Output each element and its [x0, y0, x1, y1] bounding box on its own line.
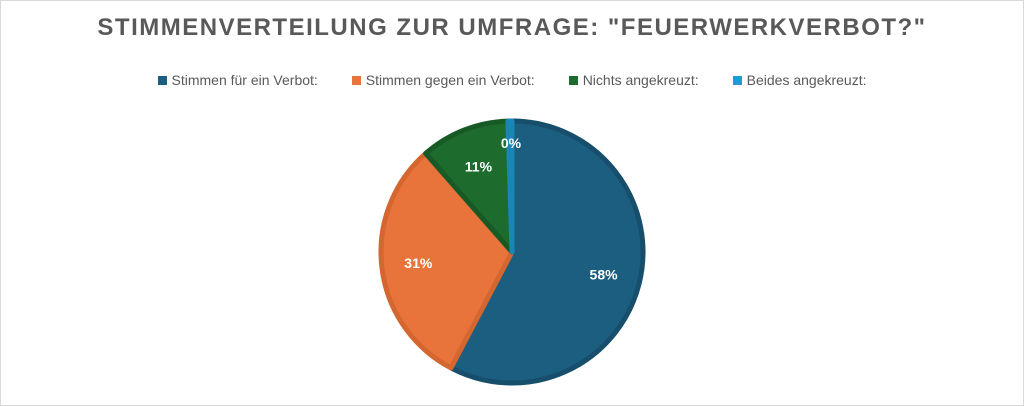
slice-nothing-checked: [423, 118, 515, 255]
legend: Stimmen für ein Verbot: Stimmen gegen ei…: [0, 72, 1024, 88]
legend-label: Stimmen für ein Verbot:: [171, 72, 318, 88]
data-label: 0%: [501, 135, 522, 151]
legend-label: Stimmen gegen ein Verbot:: [365, 72, 535, 88]
chart-title: STIMMENVERTEILUNG ZUR UMFRAGE: "FEUERWER…: [97, 14, 927, 41]
data-label: 11%: [465, 159, 493, 175]
legend-swatch: [351, 75, 361, 85]
legend-item-against-ban: Stimmen gegen ein Verbot:: [351, 72, 535, 88]
legend-label: Beides angekreuzt:: [746, 72, 867, 88]
legend-swatch: [568, 75, 578, 85]
data-label: 31%: [404, 255, 433, 271]
legend-item-both-checked: Beides angekreuzt:: [732, 72, 867, 88]
pie-chart: 58% 31% 11% 0%: [378, 118, 646, 386]
data-label: 58%: [590, 267, 619, 283]
legend-label: Nichts angekreuzt:: [582, 72, 699, 88]
slice-both-checked: [505, 118, 515, 255]
slice-against-ban: [378, 150, 515, 371]
legend-swatch: [157, 75, 167, 85]
legend-swatch: [732, 75, 742, 85]
legend-item-for-ban: Stimmen für ein Verbot:: [157, 72, 318, 88]
slice-for-ban: [448, 118, 646, 386]
legend-item-nothing-checked: Nichts angekreuzt:: [568, 72, 699, 88]
